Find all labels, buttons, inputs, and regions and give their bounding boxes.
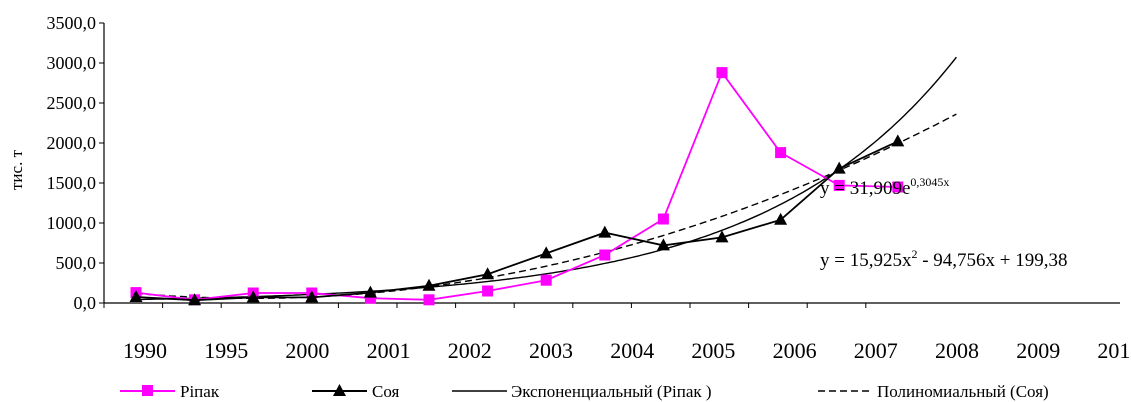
data-point xyxy=(774,212,788,225)
data-point xyxy=(188,293,202,306)
y-tick-label: 1000,0 xyxy=(47,213,97,233)
y-tick-label: 3000,0 xyxy=(47,53,97,73)
y-axis-label: тис. т xyxy=(7,149,26,190)
y-tick-label: 2000,0 xyxy=(47,133,97,153)
data-point xyxy=(246,290,260,303)
data-point xyxy=(833,179,845,191)
x-axis: 1990 1995 2000 2001 2002 2003 2004 2005 2006 2007… xyxy=(103,302,1131,363)
x-tick-label: 2004 xyxy=(610,338,654,363)
x-tick-label: 2009 xyxy=(1016,338,1060,363)
series-group xyxy=(129,67,905,306)
data-point xyxy=(481,267,495,280)
y-tick-label: 0,0 xyxy=(74,293,97,313)
data-point xyxy=(363,285,377,298)
legend-marker-soya xyxy=(333,384,346,396)
data-point xyxy=(364,292,376,304)
data-point xyxy=(598,225,612,238)
x-tick-label: 1990 xyxy=(123,338,167,363)
legend: Ріпак Соя Экспоненциальный (Ріпак ) Поли… xyxy=(120,382,1049,401)
data-point xyxy=(422,278,436,291)
series-1 xyxy=(129,134,905,306)
data-point xyxy=(129,290,143,302)
data-point xyxy=(305,290,319,303)
x-tick-label: 2008 xyxy=(935,338,979,363)
legend-label-ripak: Ріпак xyxy=(180,382,220,401)
exp-trendline xyxy=(136,56,957,301)
poly-equation: y = 15,925x2 - 94,756x + 199,38 xyxy=(820,247,1068,271)
x-tick-label: 2007 xyxy=(854,338,898,363)
data-point xyxy=(832,161,846,174)
y-tick-label: 3500,0 xyxy=(47,13,97,33)
data-point xyxy=(423,294,435,306)
data-point xyxy=(540,274,552,286)
data-point xyxy=(775,147,787,159)
x-tick-label: 2002 xyxy=(448,338,492,363)
trend-equations: y = 31,909e0,3045x y = 15,925x2 - 94,756… xyxy=(820,175,1068,271)
data-point xyxy=(482,285,494,297)
legend-label-soya: Соя xyxy=(372,382,400,401)
x-tick-label: 2000 xyxy=(285,338,329,363)
legend-item-ripak: Ріпак xyxy=(120,382,220,401)
data-point xyxy=(539,246,553,259)
x-tick-label: 2006 xyxy=(773,338,817,363)
x-tick-label: 2003 xyxy=(529,338,573,363)
data-point xyxy=(716,67,728,79)
x-tick-label: 2005 xyxy=(691,338,735,363)
data-point xyxy=(715,230,729,243)
y-tick-label: 2500,0 xyxy=(47,93,97,113)
x-tick-label: 2010 xyxy=(1097,338,1131,363)
y-tick-label: 500,0 xyxy=(56,253,97,273)
y-tick-label: 1500,0 xyxy=(47,173,97,193)
legend-item-exp: Экспоненциальный (Ріпак ) xyxy=(452,382,712,401)
data-point xyxy=(657,213,669,225)
legend-label-exp: Экспоненциальный (Ріпак ) xyxy=(511,382,712,401)
data-point xyxy=(892,181,904,193)
y-axis: 0,0 500,0 1000,0 1500,0 2000,0 2500,0 3000,0 35… xyxy=(47,13,105,313)
series-0 xyxy=(130,67,904,306)
series-line xyxy=(135,140,899,302)
data-point xyxy=(599,249,611,261)
exp-equation: y = 31,909e0,3045x xyxy=(820,175,949,199)
legend-item-soya: Соя xyxy=(312,382,400,401)
data-point xyxy=(656,238,670,251)
legend-label-poly: Полиномиальный (Соя) xyxy=(877,382,1049,401)
data-point xyxy=(891,134,905,147)
legend-item-poly: Полиномиальный (Соя) xyxy=(818,382,1049,401)
series-line xyxy=(135,70,898,301)
x-tick-label: 1995 xyxy=(204,338,248,363)
legend-marker-ripak xyxy=(142,385,153,396)
x-tick-label: 2001 xyxy=(367,338,411,363)
